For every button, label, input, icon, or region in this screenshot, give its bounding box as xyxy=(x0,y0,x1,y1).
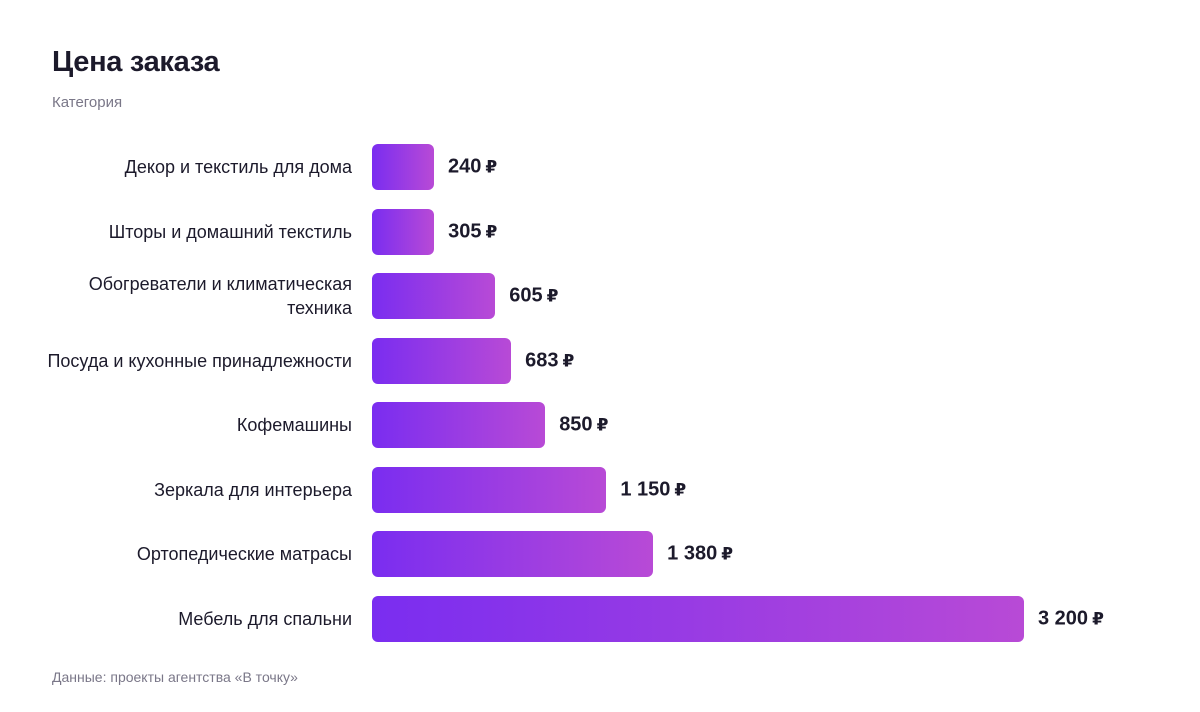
category-label: Посуда и кухонные принадлежности xyxy=(47,350,352,371)
category-label: Кофемашины xyxy=(236,415,352,435)
currency-symbol: ₽ xyxy=(485,222,498,241)
category-label: Декор и текстиль для дома xyxy=(124,157,352,177)
value-label: 3 200 ₽ xyxy=(1038,607,1104,630)
currency-symbol: ₽ xyxy=(596,415,609,435)
chart-title: Цена заказа xyxy=(52,46,220,78)
currency-symbol: ₽ xyxy=(721,544,734,564)
value-number: 305 xyxy=(448,220,482,242)
currency-symbol: ₽ xyxy=(1092,609,1104,628)
value-label: 240 ₽ xyxy=(448,156,497,179)
category-label: Мебель для спальни xyxy=(178,608,352,629)
bar xyxy=(372,595,1024,642)
bar xyxy=(372,531,654,577)
bar xyxy=(372,402,546,448)
value-number: 605 xyxy=(509,284,543,307)
value-label: 1 150 ₽ xyxy=(620,478,686,501)
value-label: 605 ₽ xyxy=(509,285,558,308)
category-label: Ортопедические матрасы xyxy=(136,544,352,564)
currency-symbol: ₽ xyxy=(546,286,559,306)
value-number: 683 xyxy=(525,349,559,371)
bar xyxy=(372,273,496,319)
category-label: Зеркала для интерьера xyxy=(154,479,352,500)
currency-symbol: ₽ xyxy=(674,480,687,499)
value-number: 3 200 xyxy=(1038,607,1089,629)
chart-subtitle: Категория xyxy=(52,94,123,111)
currency-symbol: ₽ xyxy=(562,351,575,370)
chart-source-note: Данные: проекты агентства «В точку» xyxy=(52,669,298,685)
value-label: 305 ₽ xyxy=(448,220,497,243)
category-label: Обогреватели и климатическая техника xyxy=(88,274,352,318)
bar xyxy=(372,144,434,190)
bar xyxy=(372,466,607,513)
value-label: 1 380 ₽ xyxy=(667,543,733,566)
value-label: 683 ₽ xyxy=(525,349,574,372)
category-label: Шторы и домашний текстиль xyxy=(108,221,352,242)
value-number: 1 380 xyxy=(667,542,718,565)
value-number: 850 xyxy=(559,413,593,436)
value-number: 1 150 xyxy=(620,478,671,500)
currency-symbol: ₽ xyxy=(485,157,498,177)
value-number: 240 xyxy=(448,155,482,178)
bar xyxy=(372,337,512,384)
value-label: 850 ₽ xyxy=(559,414,608,437)
bar xyxy=(372,208,435,255)
